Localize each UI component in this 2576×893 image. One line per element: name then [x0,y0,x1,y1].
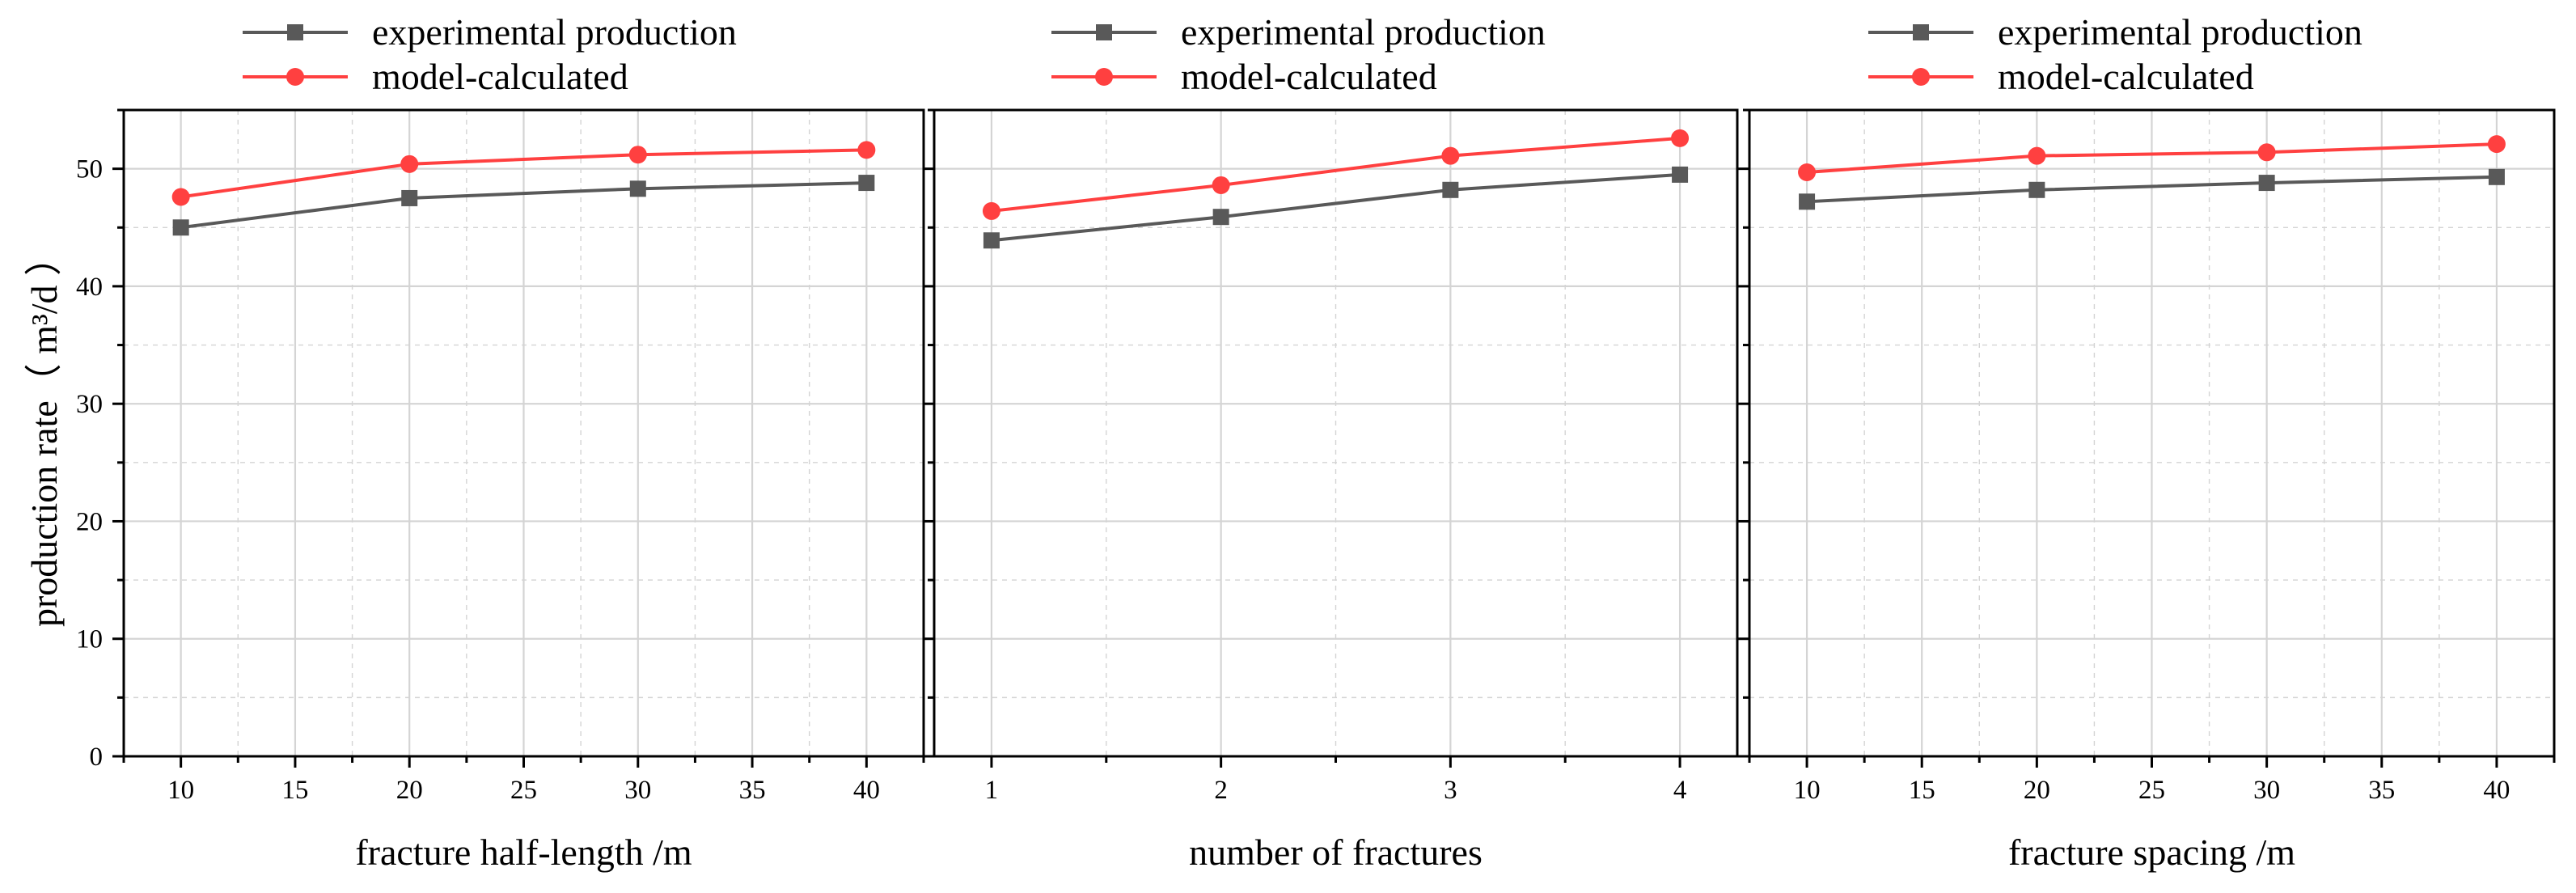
y-axis-title: production rate（ m³/d ） [23,239,65,627]
x-tick-label: 40 [2483,776,2510,805]
x-axis-ticks: 10 15 20 25 30 35 40 [1748,756,2556,805]
series-line [991,136,1681,213]
data-point-circle [2257,143,2276,162]
x-axis-ticks: 1 2 3 4 [985,756,1687,805]
data-point-square [1442,181,1459,198]
y-tick-label: 50 [76,155,103,184]
legend-label: model-calculated [372,56,628,97]
panel-2: 1 2 3 4 number of fractures experimental prod… [923,11,1739,873]
legend-label: experimental production [372,11,737,53]
series-model [1798,135,2506,181]
series-line [180,148,867,199]
panel-1: 10 15 20 25 30 35 40 0 10 20 30 40 50 fracture half-l… [76,11,925,873]
series-model [171,141,876,206]
x-tick-label: 10 [167,776,194,805]
data-point-square [1672,166,1689,183]
data-point-circle [400,154,419,173]
data-point-square [2488,168,2505,185]
x-tick-label: 10 [1794,776,1821,805]
legend-marker-square [1913,24,1929,40]
x-tick-label: 1 [985,776,999,805]
legend-marker-circle [1095,68,1113,86]
series-experimental [983,166,1689,249]
y-tick-label: 20 [76,507,103,536]
x-tick-label: 4 [1673,776,1687,805]
data-point-circle [2028,146,2046,165]
x-tick-label: 30 [2253,776,2280,805]
data-point-square [1212,209,1229,226]
legend-label: experimental production [1181,11,1546,53]
x-tick-label: 25 [510,776,537,805]
series-line [1806,175,2497,204]
data-point-square [172,219,189,236]
x-tick-label: 25 [2138,776,2165,805]
legend-label: model-calculated [1181,56,1437,97]
data-point-circle [982,201,1000,220]
y-axis-ticks: 0 10 20 30 40 50 [76,108,124,772]
data-point-circle [171,188,190,206]
series-experimental [1799,168,2505,210]
legend-label: model-calculated [1998,56,2254,97]
legend-marker-square [1096,24,1112,40]
x-tick-label: 35 [739,776,766,805]
y-axis-ticks [1738,108,1749,758]
legend-marker-square [287,24,303,40]
series-experimental [172,175,875,236]
x-tick-label: 2 [1214,776,1228,805]
data-point-circle [1671,129,1690,147]
series-line [1806,142,2497,174]
data-point-circle [2487,135,2506,154]
data-point-square [1799,193,1816,210]
x-tick-label: 15 [281,776,308,805]
x-tick-label: 3 [1444,776,1457,805]
x-tick-label: 15 [1909,776,1935,805]
x-tick-label: 20 [396,776,423,805]
data-point-square [2028,181,2045,198]
series-model [982,129,1690,220]
data-point-square [983,232,1000,249]
data-point-square [858,175,875,192]
data-point-circle [628,146,647,164]
data-point-circle [1441,146,1460,165]
legend-marker-circle [1912,68,1930,86]
data-point-square [2258,175,2275,192]
grid [1749,110,2555,756]
data-point-square [629,180,646,197]
y-tick-label: 10 [76,625,103,654]
x-tick-label: 40 [853,776,880,805]
series-line [180,181,867,230]
data-point-circle [1212,176,1230,194]
legend-label: experimental production [1998,11,2362,53]
y-tick-label: 40 [76,273,103,302]
data-point-square [401,189,418,206]
y-tick-label: 0 [90,743,104,772]
grid [934,110,1737,756]
x-tick-label: 35 [2368,776,2395,805]
data-point-circle [1798,163,1817,181]
x-tick-label: 30 [624,776,651,805]
panel-3: 10 15 20 25 30 35 40 fracture spacing /m experim… [1738,11,2556,873]
legend-marker-circle [286,68,304,86]
series-line [991,172,1681,243]
data-point-circle [857,141,876,159]
x-axis-title: number of fractures [1189,832,1483,873]
x-axis-title: fracture spacing /m [2008,832,2295,873]
x-axis-title: fracture half-length /m [355,832,692,873]
grid [123,110,924,756]
x-axis-ticks: 10 15 20 25 30 35 40 [122,756,925,805]
y-tick-label: 30 [76,390,103,419]
y-axis-ticks [923,108,934,758]
x-tick-label: 20 [2024,776,2050,805]
